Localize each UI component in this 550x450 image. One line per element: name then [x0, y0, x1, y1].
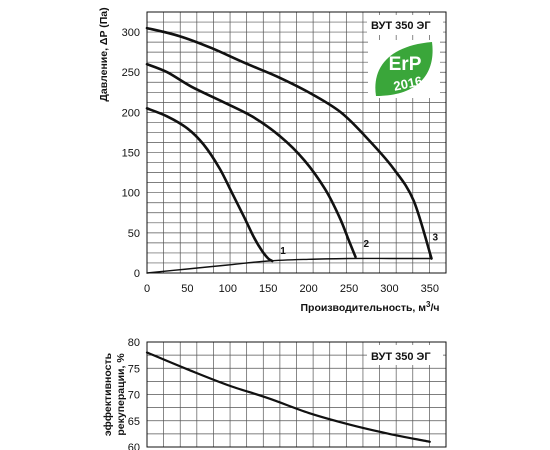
curve-number-label: 1: [280, 246, 286, 257]
erp-leaf-shape: [375, 42, 433, 96]
fan-curve-3: [145, 26, 433, 260]
fan-curve-2: [145, 62, 357, 259]
erp-2016-badge: ErP 2016: [368, 40, 440, 98]
efficiency-model-label: ВУТ 350 ЭГ: [371, 351, 431, 363]
pressure-chart: 1 2 3 0 50 100 150 200 250 300 0 50 100 150 200 250 300…: [98, 7, 447, 314]
y-tick-label: 70: [128, 390, 140, 402]
x-tick-label: 50: [181, 283, 193, 295]
efficiency-curve: [145, 351, 431, 443]
curve-number-label: 2: [363, 239, 369, 250]
x-tick-label: 200: [299, 283, 317, 295]
y-tick-label: 250: [122, 67, 140, 79]
efficiency-y-axis-label: эффективностьрекуперации, %: [102, 352, 127, 436]
y-tick-label: 100: [122, 188, 140, 200]
efficiency-ticks: 60 65 70 75 80: [128, 337, 140, 450]
x-tick-label: 350: [421, 283, 439, 295]
model-label-box: [367, 15, 443, 35]
efficiency-series: [145, 351, 431, 443]
x-tick-label: 0: [144, 283, 150, 295]
efficiency-model-label-box: [367, 345, 443, 365]
pressure-x-axis-label: Производительность, м3/ч: [301, 300, 440, 314]
efficiency-chart: 60 65 70 75 80 эффективностьрекуперации, % В…: [102, 337, 447, 450]
y-tick-label: 65: [128, 416, 140, 428]
fan-curve-1: [145, 107, 274, 263]
erp-badge-year: 2016: [392, 73, 423, 94]
y-tick-label: 80: [128, 337, 140, 349]
y-tick-label: 75: [128, 363, 140, 375]
x-tick-label: 100: [219, 283, 237, 295]
y-tick-label: 200: [122, 107, 140, 119]
pressure-plot-frame: [146, 11, 447, 274]
efficiency-plot-frame: [146, 341, 447, 448]
x-tick-label: 250: [340, 283, 358, 295]
y-tick-label: 0: [134, 268, 140, 280]
y-tick-label: 50: [128, 228, 140, 240]
pressure-y-axis-label: Давление, ΔP (Па): [98, 7, 110, 101]
x-tick-label: 150: [259, 283, 277, 295]
erp-badge-text: ErP: [389, 54, 422, 75]
y-tick-label: 60: [128, 442, 140, 450]
pressure-ticks: 0 50 100 150 200 250 300 0 50 100 150 200 250 300 350: [122, 27, 439, 295]
model-label: ВУТ 350 ЭГ: [371, 20, 431, 32]
system-resistance-curve: [146, 257, 433, 274]
x-tick-label: 300: [380, 283, 398, 295]
y-tick-label: 150: [122, 148, 140, 160]
pressure-series: 1 2 3: [145, 26, 438, 274]
y-tick-label: 300: [122, 27, 140, 39]
curve-number-label: 3: [432, 233, 438, 244]
